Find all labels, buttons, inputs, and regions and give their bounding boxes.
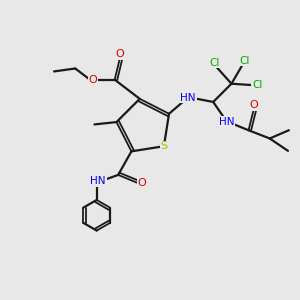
Text: O: O: [138, 178, 146, 188]
Text: HN: HN: [180, 93, 196, 103]
Text: HN: HN: [219, 117, 234, 127]
Text: Cl: Cl: [239, 56, 249, 66]
Text: O: O: [89, 75, 98, 85]
Text: O: O: [250, 100, 258, 110]
Text: O: O: [116, 49, 124, 59]
Text: HN: HN: [90, 176, 106, 186]
Text: Cl: Cl: [209, 58, 220, 68]
Text: S: S: [160, 141, 167, 151]
Text: Cl: Cl: [252, 80, 262, 90]
